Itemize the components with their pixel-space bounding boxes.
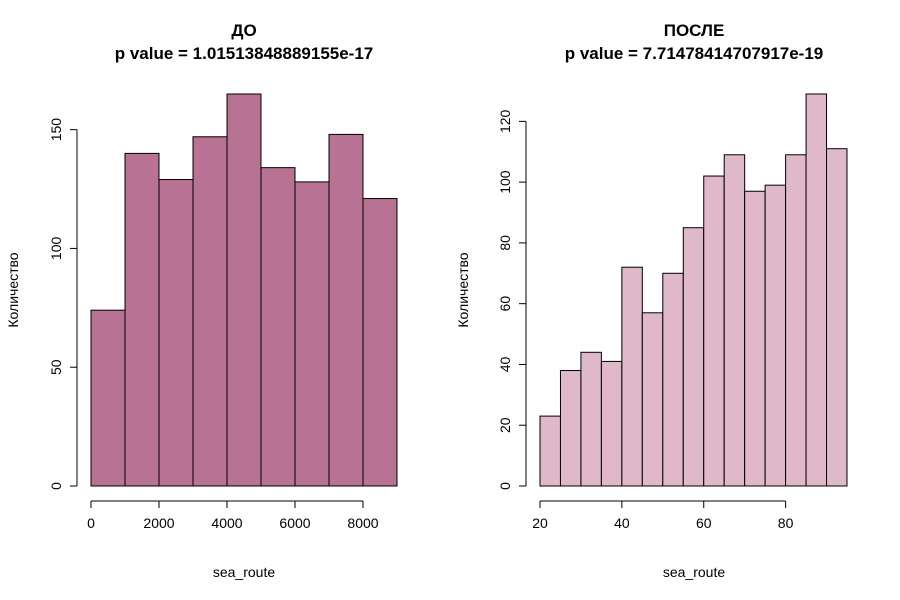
x-tick-label: 60 <box>696 515 712 531</box>
histogram-bar <box>260 167 296 487</box>
x-axis-label: sea_route <box>213 564 275 580</box>
x-tick-label: 40 <box>614 515 630 531</box>
histogram-bar <box>723 154 746 487</box>
x-tick-label: 80 <box>778 515 794 531</box>
histogram-bar <box>226 93 262 487</box>
histogram-bar <box>826 148 848 487</box>
histogram-bar <box>682 227 705 487</box>
y-tick-label: 0 <box>48 482 64 490</box>
histogram-bar <box>192 136 228 487</box>
histogram-bar <box>805 93 828 487</box>
y-tick-label: 0 <box>497 482 513 490</box>
chart-title: ПОСЛЕ <box>664 21 725 40</box>
y-axis-label: Количество <box>5 252 21 327</box>
x-tick-label: 0 <box>87 515 95 531</box>
histogram-bar <box>124 152 160 487</box>
x-tick-label: 2000 <box>143 515 174 531</box>
chart-subtitle: p value = 1.01513848889155e-17 <box>115 44 374 63</box>
chart-panel-after: ПОСЛЕ p value = 7.71478414707917e-19 sea… <box>455 21 848 580</box>
x-tick-label: 8000 <box>347 515 378 531</box>
histogram-bar <box>580 351 602 487</box>
histogram-bar <box>744 190 766 487</box>
y-tick-label: 40 <box>497 356 513 372</box>
histogram-bar <box>703 175 725 487</box>
y-tick-label: 150 <box>48 118 64 142</box>
histogram-bar <box>294 181 330 487</box>
chart-subtitle: p value = 7.71478414707917e-19 <box>565 44 824 63</box>
histogram-bar <box>539 415 561 487</box>
x-tick-label: 4000 <box>211 515 242 531</box>
y-tick-label: 100 <box>497 170 513 194</box>
histogram-bar <box>90 309 126 487</box>
histogram-bar <box>362 198 398 487</box>
chart-panel-before: ДО p value = 1.01513848889155e-17 sea_ro… <box>5 21 398 580</box>
histogram-bar <box>764 184 787 487</box>
y-axis-label: Количество <box>455 252 471 327</box>
chart-title: ДО <box>231 21 256 40</box>
y-tick-label: 50 <box>48 359 64 375</box>
y-tick-label: 60 <box>497 296 513 312</box>
y-tick-label: 20 <box>497 417 513 433</box>
histogram-bar <box>158 179 194 487</box>
x-axis-label: sea_route <box>663 564 725 580</box>
histogram-bar <box>662 272 684 487</box>
histogram-bar <box>621 266 643 487</box>
y-tick-label: 80 <box>497 235 513 251</box>
x-tick-label: 20 <box>532 515 548 531</box>
histogram-bar <box>785 154 807 487</box>
histogram-bar <box>328 133 364 487</box>
y-tick-label: 100 <box>48 237 64 261</box>
x-tick-label: 6000 <box>279 515 310 531</box>
histogram-bar <box>641 312 664 487</box>
histogram-bar <box>600 360 623 487</box>
y-tick-label: 120 <box>497 109 513 133</box>
histogram-bar <box>559 370 582 487</box>
